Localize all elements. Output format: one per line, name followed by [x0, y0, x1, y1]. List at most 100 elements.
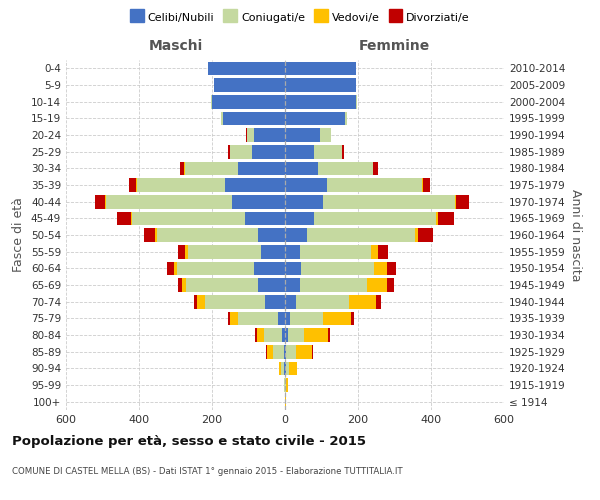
Bar [197, 295, 205, 308]
Text: COMUNE DI CASTEL MELLA (BS) - Dati ISTAT 1° gennaio 2015 - Elaborazione TUTTITAL: COMUNE DI CASTEL MELLA (BS) - Dati ISTAT… [12, 468, 403, 476]
Text: Femmine: Femmine [359, 39, 430, 53]
Bar [327, 178, 422, 192]
Bar [279, 362, 281, 375]
Bar [285, 395, 286, 408]
Legend: Celibi/Nubili, Coniugati/e, Vedovi/e, Divorziati/e: Celibi/Nubili, Coniugati/e, Vedovi/e, Di… [125, 8, 475, 28]
Bar [185, 245, 188, 258]
Bar [285, 245, 299, 258]
Bar [194, 295, 197, 308]
Bar [257, 228, 285, 242]
Bar [137, 178, 225, 192]
Bar [285, 378, 286, 392]
Bar [356, 95, 357, 108]
Text: Maschi: Maschi [148, 39, 203, 53]
Bar [212, 95, 285, 108]
Bar [438, 212, 454, 225]
Bar [225, 178, 285, 192]
Bar [288, 328, 304, 342]
Bar [254, 128, 285, 142]
Bar [187, 278, 257, 292]
Bar [208, 62, 285, 75]
Bar [285, 112, 345, 125]
Bar [188, 245, 261, 258]
Bar [436, 212, 438, 225]
Bar [318, 162, 373, 175]
Bar [285, 278, 299, 292]
Bar [323, 312, 350, 325]
Bar [323, 195, 455, 208]
Bar [145, 228, 155, 242]
Bar [285, 95, 356, 108]
Bar [301, 262, 374, 275]
Bar [349, 295, 376, 308]
Bar [238, 162, 285, 175]
Bar [281, 362, 284, 375]
Bar [282, 328, 285, 342]
Bar [418, 228, 433, 242]
Bar [229, 312, 230, 325]
Bar [285, 362, 286, 375]
Bar [267, 345, 272, 358]
Bar [320, 128, 331, 142]
Bar [95, 195, 106, 208]
Bar [245, 212, 285, 225]
Bar [415, 228, 418, 242]
Bar [456, 195, 469, 208]
Bar [284, 362, 285, 375]
Bar [285, 262, 301, 275]
Bar [286, 362, 289, 375]
Bar [387, 262, 397, 275]
Bar [387, 278, 394, 292]
Bar [341, 145, 343, 158]
Bar [285, 312, 290, 325]
Y-axis label: Anni di nascita: Anni di nascita [569, 188, 582, 281]
Bar [178, 278, 182, 292]
Bar [257, 278, 285, 292]
Bar [345, 112, 347, 125]
Bar [132, 212, 245, 225]
Bar [167, 262, 173, 275]
Bar [286, 378, 287, 392]
Bar [285, 195, 323, 208]
Bar [232, 195, 285, 208]
Bar [227, 145, 230, 158]
Bar [264, 328, 282, 342]
Bar [285, 145, 314, 158]
Bar [261, 245, 285, 258]
Bar [290, 312, 323, 325]
Y-axis label: Fasce di età: Fasce di età [13, 198, 25, 272]
Bar [378, 245, 388, 258]
Bar [312, 345, 313, 358]
Bar [284, 345, 285, 358]
Bar [367, 278, 387, 292]
Bar [286, 345, 296, 358]
Bar [230, 145, 252, 158]
Bar [238, 312, 278, 325]
Bar [173, 262, 178, 275]
Bar [314, 145, 341, 158]
Bar [182, 278, 187, 292]
Bar [211, 95, 212, 108]
Bar [157, 228, 257, 242]
Bar [285, 78, 356, 92]
Bar [285, 328, 288, 342]
Bar [299, 245, 371, 258]
Bar [266, 345, 267, 358]
Bar [136, 178, 137, 192]
Bar [223, 112, 285, 125]
Bar [285, 212, 314, 225]
Bar [221, 112, 223, 125]
Bar [178, 245, 185, 258]
Text: Popolazione per età, sesso e stato civile - 2015: Popolazione per età, sesso e stato civil… [12, 435, 366, 448]
Bar [284, 378, 285, 392]
Bar [455, 195, 456, 208]
Bar [254, 262, 285, 275]
Bar [285, 295, 296, 308]
Bar [371, 245, 378, 258]
Bar [184, 162, 185, 175]
Bar [289, 362, 296, 375]
Bar [129, 178, 136, 192]
Bar [422, 178, 430, 192]
Bar [374, 262, 387, 275]
Bar [314, 212, 436, 225]
